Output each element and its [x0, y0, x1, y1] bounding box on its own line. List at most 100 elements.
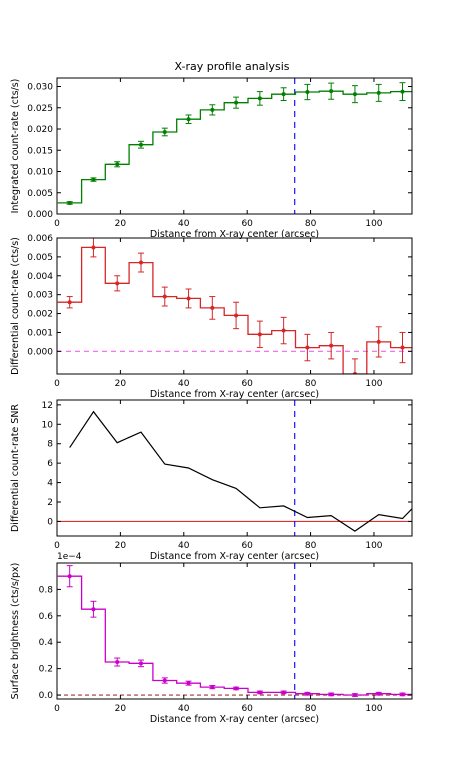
y-tick-label: 4	[47, 479, 53, 489]
panel-differential: 0 20 40 60 80 100 0.000 0.001 0.002 0.003 0.004 0.0…	[10, 234, 413, 400]
data-point	[257, 690, 262, 695]
panel-integrated: 0 20 40 60 80 100 0.000 0.005 0.010 0.015 0.020 0.0…	[10, 77, 413, 240]
x-tick-label: 40	[178, 219, 190, 229]
y-axis-label: Differential count-rate SNR	[10, 404, 21, 532]
data-point	[400, 692, 405, 697]
plot-area-differential	[57, 238, 412, 374]
x-axis-label: Distance from X-ray center (arcsec)	[150, 714, 319, 725]
x-tick-label: 60	[241, 541, 253, 551]
data-point	[210, 685, 215, 690]
data-point	[376, 339, 381, 344]
data-point	[186, 117, 191, 122]
axes-frame	[56, 237, 413, 375]
data-point	[138, 260, 143, 265]
data-point	[210, 305, 215, 310]
y-tick-label: 0.6	[39, 612, 54, 622]
data-point	[257, 332, 262, 337]
x-tick-label: 40	[178, 704, 190, 714]
data-point	[67, 300, 72, 305]
y-tick-label: 0.020	[27, 125, 53, 135]
axes-frame	[56, 77, 413, 215]
panels: 0 20 40 60 80 1000.0000.0050.0100.0150.0200.0…	[10, 77, 413, 725]
data-point	[115, 162, 120, 167]
y-axis-label: Integrated count-rate (cts/s)	[10, 79, 21, 214]
data-point	[138, 142, 143, 147]
x-tick-label: 20	[115, 219, 127, 229]
data-point	[305, 345, 310, 350]
x-axis-label: Distance from X-ray center (arcsec)	[150, 389, 319, 400]
x-tick-label: 60	[241, 704, 253, 714]
x-tick-label: 20	[115, 379, 127, 389]
data-point	[329, 692, 334, 697]
data-point	[281, 92, 286, 97]
data-point	[91, 245, 96, 250]
data-point	[281, 328, 286, 333]
data-point	[281, 690, 286, 695]
data-point	[67, 574, 72, 579]
data-point	[376, 90, 381, 95]
data-point	[186, 681, 191, 686]
y-tick-label: 0.006	[27, 234, 53, 244]
y-tick-label: 12	[42, 401, 53, 411]
y-scale-label: 1e−4	[57, 552, 82, 562]
x-tick-label: 0	[54, 379, 60, 389]
axes-frame	[56, 399, 413, 537]
y-tick-label: 0.0	[39, 691, 54, 701]
y-tick-label: 0.005	[27, 253, 53, 263]
y-tick-label: 6	[47, 459, 53, 469]
x-tick-label: 20	[115, 704, 127, 714]
data-point	[162, 129, 167, 134]
y-axis-label: Differential count-rate (cts/s)	[10, 237, 21, 375]
data-point	[234, 100, 239, 105]
x-tick-label: 100	[365, 541, 382, 551]
y-tick-label: 0.000	[27, 210, 53, 220]
x-tick-label: 0	[54, 541, 60, 551]
data-point	[400, 345, 405, 350]
data-point	[329, 89, 334, 94]
y-tick-label: 0.8	[39, 585, 54, 595]
data-point	[115, 281, 120, 286]
data-point	[305, 90, 310, 95]
x-tick-label: 100	[365, 704, 382, 714]
plot-area-surface	[57, 563, 412, 699]
data-point	[352, 92, 357, 97]
series-line	[69, 410, 412, 532]
data-point	[115, 660, 120, 665]
data-point	[91, 177, 96, 182]
data-point	[352, 693, 357, 698]
x-tick-label: 20	[115, 541, 127, 551]
y-tick-label: 10	[42, 420, 54, 430]
y-tick-label: 2	[47, 498, 53, 508]
y-axis-label: Surface brightness (cts/s/px)	[10, 563, 21, 700]
y-tick-label: 8	[47, 440, 53, 450]
x-tick-label: 40	[178, 541, 190, 551]
data-point	[210, 107, 215, 112]
data-point	[257, 96, 262, 101]
data-point	[329, 343, 334, 348]
y-tick-label: 0.000	[27, 347, 53, 357]
x-tick-label: 100	[365, 379, 382, 389]
x-tick-label: 40	[178, 379, 190, 389]
data-point	[305, 691, 310, 696]
x-tick-label: 60	[241, 219, 253, 229]
x-tick-label: 0	[54, 219, 60, 229]
x-axis-label: Distance from X-ray center (arcsec)	[150, 551, 319, 562]
data-point	[400, 89, 405, 94]
y-tick-label: 0.2	[39, 665, 53, 675]
data-point	[376, 691, 381, 696]
data-point	[162, 678, 167, 683]
y-tick-label: 0.030	[27, 83, 53, 93]
y-tick-label: 0.001	[27, 328, 53, 338]
x-tick-label: 80	[305, 379, 317, 389]
plot-area-integrated	[57, 78, 412, 214]
data-point	[234, 313, 239, 318]
data-point	[91, 607, 96, 612]
x-axis-label: Distance from X-ray center (arcsec)	[150, 229, 319, 240]
plot-area-snr	[57, 400, 412, 536]
y-tick-label: 0.010	[27, 168, 53, 178]
figure-title: X-ray profile analysis	[174, 60, 289, 73]
panel-surface: 0 20 40 60 80 100 0.0 0.2 0.4 0.6 0.8 Distance from…	[10, 552, 413, 725]
data-point	[234, 686, 239, 691]
y-tick-label: 0.002	[27, 310, 53, 320]
